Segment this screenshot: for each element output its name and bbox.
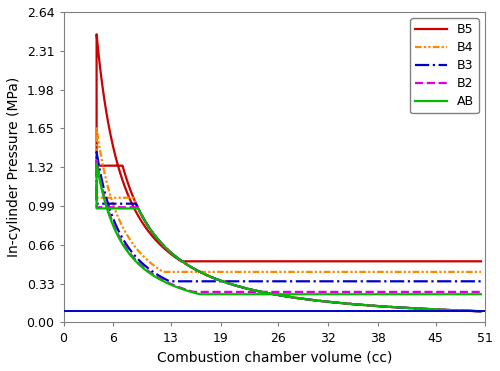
B3 <box>340 301 346 306</box>
B4 <box>102 176 108 181</box>
Legend: B5, B4, B3, B2, AB: B5, B4, B3, B2, AB <box>410 18 479 113</box>
B4 <box>429 270 435 274</box>
B5 <box>478 309 484 313</box>
Line: B4: B4 <box>96 128 481 311</box>
B5 <box>94 32 100 36</box>
AB <box>240 292 246 296</box>
B2 <box>94 158 100 162</box>
B4 <box>464 309 469 313</box>
B2 <box>478 309 484 313</box>
B2 <box>240 290 246 294</box>
B3 <box>240 279 246 283</box>
B4 <box>478 309 484 313</box>
B5 <box>429 259 435 263</box>
B3 <box>464 309 469 313</box>
X-axis label: Combustion chamber volume (cc): Combustion chamber volume (cc) <box>156 350 392 364</box>
AB <box>130 206 136 211</box>
AB <box>464 309 469 313</box>
B5 <box>464 309 469 313</box>
B4 <box>94 126 100 131</box>
B3 <box>478 279 484 283</box>
B2 <box>130 205 136 210</box>
B4 <box>130 196 136 200</box>
Line: B5: B5 <box>96 34 481 311</box>
Line: B2: B2 <box>96 160 481 311</box>
B5 <box>340 301 346 306</box>
B4 <box>478 270 484 274</box>
B2 <box>429 290 435 294</box>
B3 <box>130 201 136 206</box>
B5 <box>130 195 136 199</box>
B3 <box>102 194 108 198</box>
AB <box>94 161 100 166</box>
B5 <box>102 106 108 111</box>
B4 <box>340 301 346 306</box>
B2 <box>464 309 469 313</box>
AB <box>478 309 484 313</box>
B2 <box>340 301 346 306</box>
B4 <box>240 270 246 274</box>
Y-axis label: In-cylinder Pressure (MPa): In-cylinder Pressure (MPa) <box>7 77 21 257</box>
B2 <box>478 290 484 294</box>
B5 <box>478 259 484 263</box>
B3 <box>94 150 100 154</box>
B5 <box>240 259 246 263</box>
Line: B3: B3 <box>96 152 481 311</box>
AB <box>102 202 108 207</box>
B2 <box>102 200 108 204</box>
B3 <box>478 309 484 313</box>
AB <box>340 301 346 306</box>
B3 <box>429 279 435 283</box>
Line: AB: AB <box>96 164 481 311</box>
AB <box>429 292 435 296</box>
AB <box>478 292 484 296</box>
